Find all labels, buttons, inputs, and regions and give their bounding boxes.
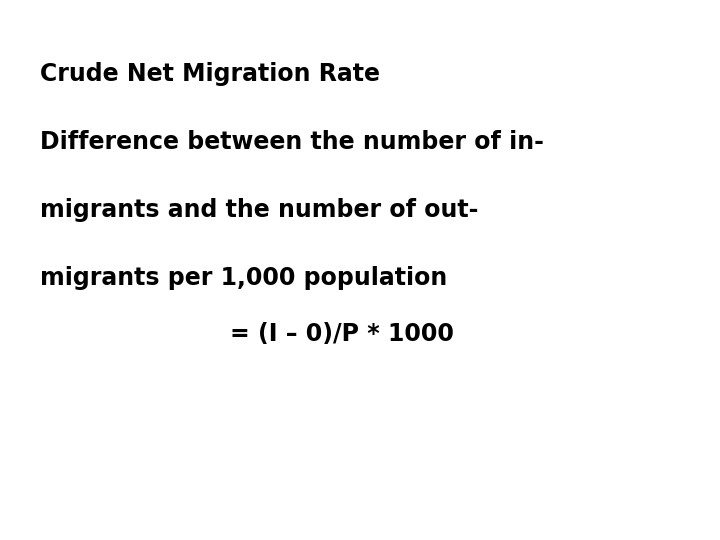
- Text: Crude Net Migration Rate: Crude Net Migration Rate: [40, 62, 380, 86]
- Text: = (I – 0)/P * 1000: = (I – 0)/P * 1000: [230, 322, 454, 346]
- Text: migrants per 1,000 population: migrants per 1,000 population: [40, 266, 447, 290]
- Text: Difference between the number of in-: Difference between the number of in-: [40, 130, 544, 154]
- Text: migrants and the number of out-: migrants and the number of out-: [40, 198, 478, 222]
